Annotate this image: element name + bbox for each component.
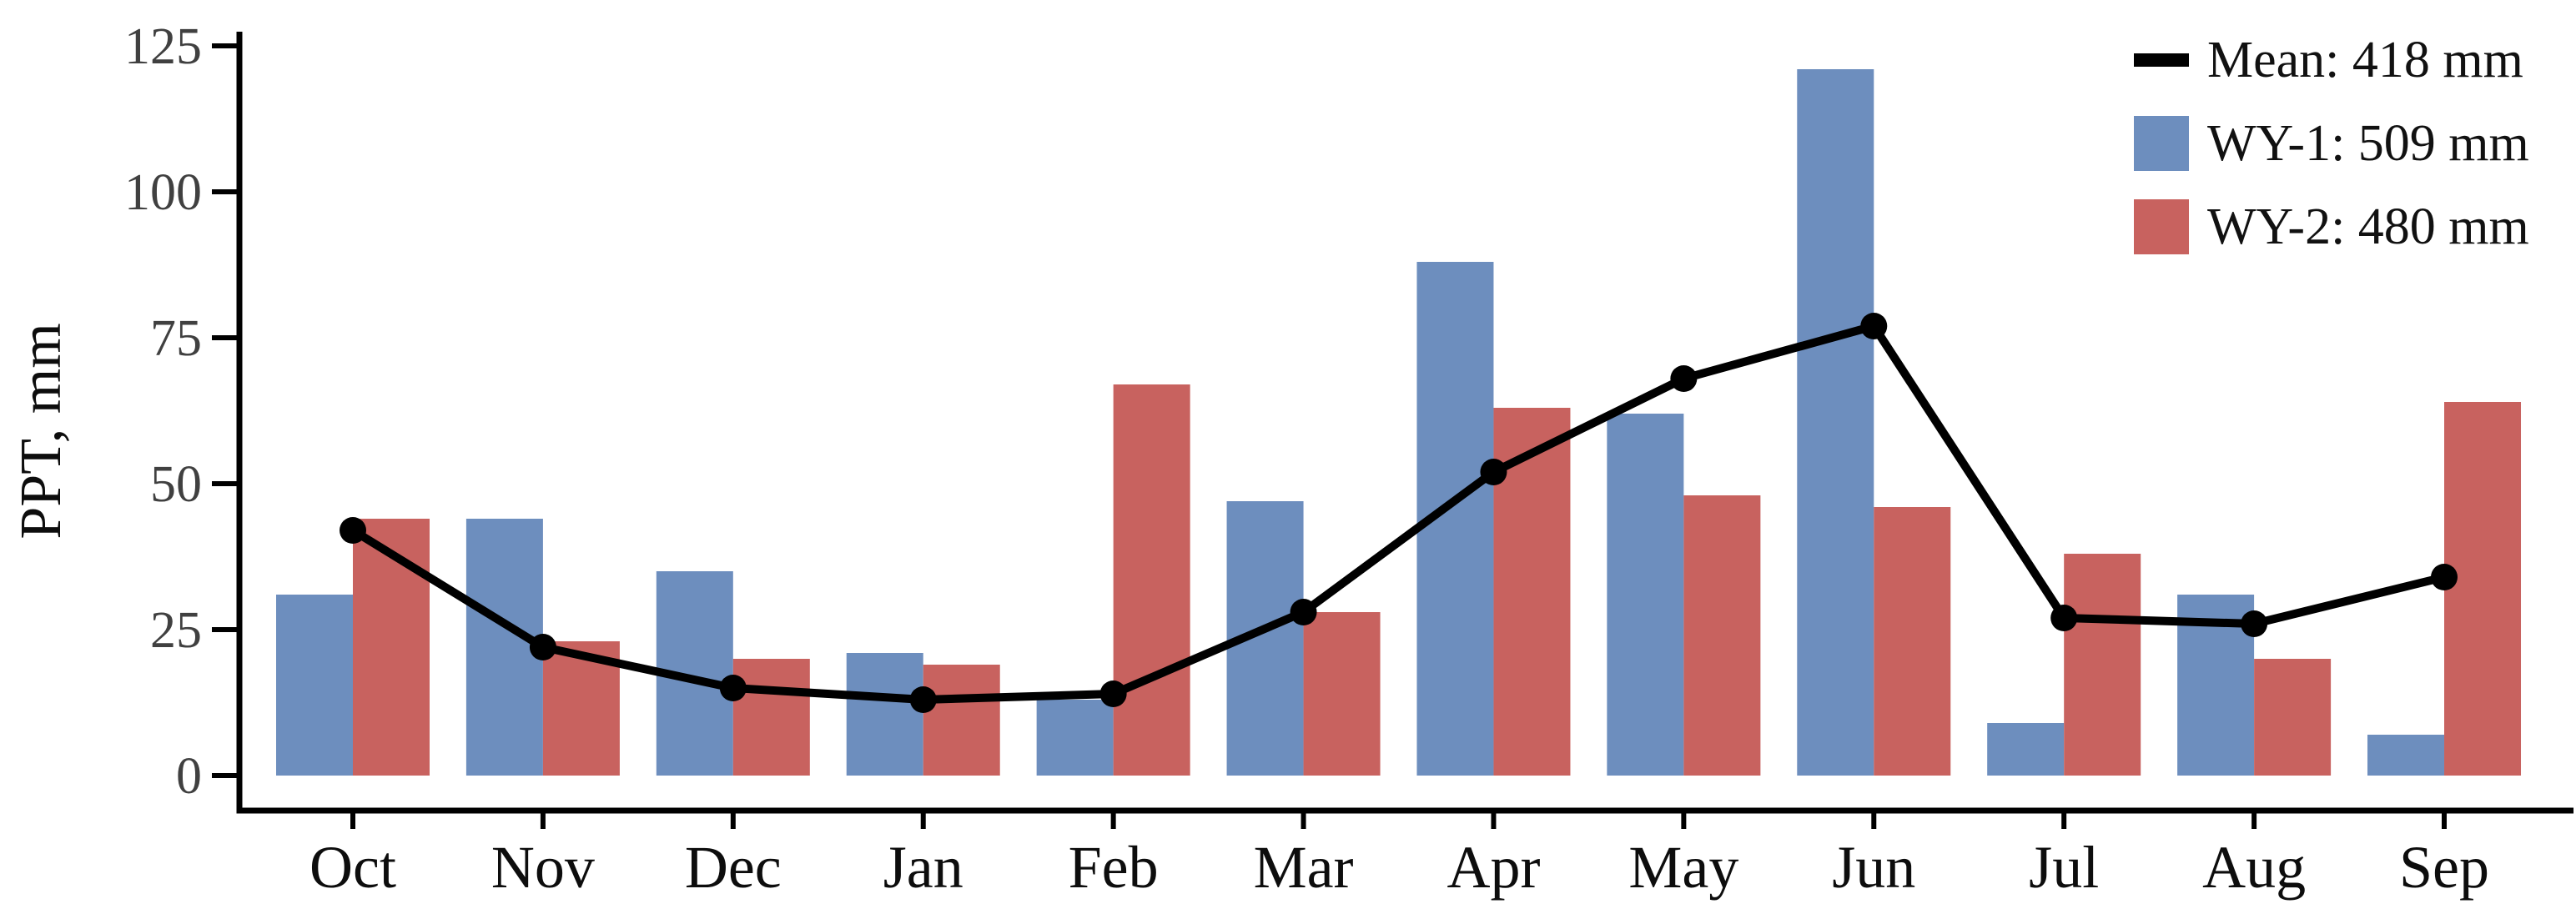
bar-wy2-may [1683, 495, 1761, 776]
bar-wy1-sep [2367, 735, 2445, 776]
mean-point-may [1670, 365, 1698, 392]
bar-wy2-jul [2064, 554, 2141, 776]
mean-point-feb [1099, 680, 1127, 707]
legend-label-mean: Mean: 418 mm [2207, 32, 2523, 88]
y-axis-title: PPT, mm [9, 323, 73, 539]
x-tick-label-aug: Aug [2202, 834, 2306, 901]
legend-item-wy1: WY-1: 509 mm [2134, 102, 2529, 185]
mean-point-jan [909, 686, 937, 713]
bar-wy2-jan [923, 665, 1000, 776]
legend-item-wy2: WY-2: 480 mm [2134, 185, 2529, 269]
y-tick-label-125: 125 [124, 18, 202, 75]
x-tick-label-nov: Nov [491, 834, 595, 901]
x-tick-label-dec: Dec [685, 834, 782, 901]
bar-wy1-jan [846, 653, 923, 776]
mean-point-oct [340, 517, 366, 544]
mean-point-sep [2431, 564, 2458, 590]
x-axis: Oct Nov Dec Jan Feb Mar Apr May Jun Jul Aug Sep [236, 807, 2573, 901]
mean-line-path [349, 322, 2449, 704]
x-tick-label-mar: Mar [1254, 834, 1354, 901]
bar-wy2-feb [1113, 384, 1190, 776]
bar-wy1-oct [276, 595, 353, 776]
bar-wy1-jul [1987, 723, 2065, 776]
mean-point-aug [2241, 610, 2268, 637]
bar-wy1-may [1607, 414, 1684, 776]
wy2-color-swatch [2134, 199, 2189, 254]
y-tick-label-100: 100 [124, 164, 202, 221]
x-tick-label-sep: Sep [2399, 834, 2489, 901]
x-tick-label-jan: Jan [883, 834, 963, 901]
bar-wy2-sep [2444, 402, 2522, 776]
x-tick-label-may: May [1628, 834, 1738, 901]
mean-point-jun [1860, 313, 1888, 339]
mean-point-dec [719, 675, 747, 701]
mean-line-swatch [2134, 53, 2189, 67]
mean-point-apr [1480, 459, 1507, 485]
bar-wy2-oct [353, 519, 430, 776]
x-tick-label-apr: Apr [1446, 834, 1540, 901]
bar-wy2-dec [732, 659, 810, 776]
bar-wy1-jun [1797, 69, 1874, 776]
mean-point-mar [1290, 599, 1317, 625]
bar-wy2-aug [2254, 659, 2332, 776]
bar-wy1-feb [1036, 700, 1114, 776]
y-tick-label-0: 0 [176, 748, 202, 805]
legend-item-mean: Mean: 418 mm [2134, 18, 2529, 102]
bars-series-wy1 [276, 69, 2445, 776]
mean-point-nov [529, 634, 556, 660]
mean-point-jul [2050, 605, 2078, 631]
wy1-color-swatch [2134, 116, 2189, 171]
x-tick-label-feb: Feb [1069, 834, 1159, 901]
x-tick-label-jul: Jul [2029, 834, 2099, 901]
legend-label-wy1: WY-1: 509 mm [2207, 115, 2529, 172]
y-tick-label-50: 50 [150, 456, 202, 513]
y-tick-label-25: 25 [150, 602, 202, 659]
legend: Mean: 418 mm WY-1: 509 mm WY-2: 480 mm [2134, 18, 2529, 269]
mean-line-series [340, 313, 2458, 713]
bar-wy2-jun [1874, 507, 1951, 776]
bar-wy2-mar [1303, 612, 1381, 776]
legend-label-wy2: WY-2: 480 mm [2207, 198, 2529, 255]
x-tick-label-oct: Oct [309, 834, 396, 901]
y-axis: 0 25 50 75 100 125 [124, 18, 243, 814]
x-tick-label-jun: Jun [1832, 834, 1915, 901]
bars-series-wy2 [353, 384, 2522, 776]
y-tick-label-75: 75 [150, 310, 202, 367]
